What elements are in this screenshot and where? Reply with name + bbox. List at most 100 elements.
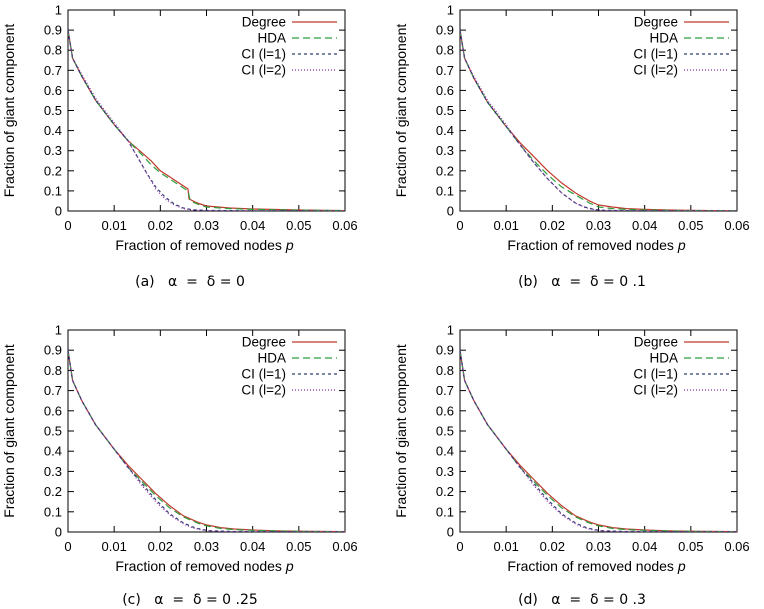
- x-tick-label: 0.03: [194, 539, 219, 554]
- y-tick-label: 0: [447, 525, 454, 540]
- panel-caption: (b) α = δ = 0 .1: [518, 274, 646, 290]
- y-axis-label: Fraction of giant component: [393, 344, 409, 518]
- x-axis-label: Fraction of removed nodes p: [507, 558, 685, 574]
- y-tick-label: 0: [55, 204, 62, 219]
- series-line-hda: [460, 350, 737, 532]
- legend-label-ci-l-2: CI (l=2): [633, 63, 678, 78]
- y-tick-label: 0.7: [44, 63, 62, 78]
- y-tick-label: 0.3: [44, 464, 62, 479]
- y-tick-label: 0.2: [44, 163, 62, 178]
- y-tick-label: 0.4: [44, 123, 62, 138]
- chart-panel-d: 0 0.1 0.2 0.3 0.4 0.5 0.6 0.7 0.8 0.9 1 0 0.01 0.02 0.…: [393, 323, 750, 609]
- series-line-ci-l-2: [460, 30, 737, 211]
- panel-caption: (a) α = δ = 0: [135, 274, 245, 290]
- x-tick-label: 0.04: [240, 218, 265, 233]
- series-line-ci-l-2: [460, 350, 737, 532]
- y-tick-label: 0.6: [44, 83, 62, 98]
- legend-label-hda: HDA: [649, 31, 678, 46]
- x-tick-label: 0.02: [540, 218, 565, 233]
- x-axis-label: Fraction of removed nodes p: [115, 237, 293, 253]
- x-tick-label: 0.03: [586, 539, 611, 554]
- series-line-ci-l-2: [68, 30, 345, 211]
- x-tick-label: 0.02: [540, 539, 565, 554]
- y-tick-label: 0.4: [436, 444, 454, 459]
- y-axis-label: Fraction of giant component: [1, 344, 17, 518]
- y-tick-label: 0.8: [44, 43, 62, 58]
- y-tick-label: 0.1: [44, 504, 62, 519]
- y-tick-label: 0.3: [436, 464, 454, 479]
- plot-frame: [67, 9, 346, 212]
- x-tick-label: 0.01: [102, 539, 127, 554]
- x-tick-label: 0.05: [286, 218, 311, 233]
- y-tick-label: 0.2: [44, 484, 62, 499]
- y-tick-label: 0.5: [436, 424, 454, 439]
- y-tick-label: 0.8: [436, 43, 454, 58]
- x-tick-label: 0.02: [148, 539, 173, 554]
- y-tick-label: 0.9: [436, 343, 454, 358]
- y-tick-label: 1: [447, 323, 454, 338]
- x-axis-label: Fraction of removed nodes p: [507, 237, 685, 253]
- y-tick-label: 0.9: [44, 23, 62, 38]
- plot-frame: [67, 329, 346, 533]
- legend-label-ci-l-1: CI (l=1): [241, 367, 286, 382]
- x-tick-label: 0.01: [102, 218, 127, 233]
- y-tick-label: 1: [55, 323, 62, 338]
- x-tick-label: 0.06: [332, 539, 357, 554]
- x-tick-label: 0.05: [678, 218, 703, 233]
- x-tick-label: 0.05: [286, 539, 311, 554]
- y-tick-label: 0.6: [436, 403, 454, 418]
- series-line-hda: [68, 30, 345, 211]
- x-tick-label: 0: [456, 218, 463, 233]
- y-tick-label: 0.2: [436, 484, 454, 499]
- y-tick-label: 0.5: [436, 103, 454, 118]
- y-tick-label: 0.7: [436, 63, 454, 78]
- y-tick-label: 0: [55, 525, 62, 540]
- y-tick-label: 0.9: [44, 343, 62, 358]
- y-tick-label: 0.3: [436, 143, 454, 158]
- chart-panel-a: 0 0.1 0.2 0.3 0.4 0.5 0.6 0.7 0.8 0.9 1 0 0.01 0.02 0.…: [1, 3, 358, 291]
- series-line-degree: [460, 350, 737, 532]
- y-tick-label: 0.8: [436, 363, 454, 378]
- x-tick-label: 0.04: [632, 218, 657, 233]
- x-tick-label: 0: [64, 539, 71, 554]
- legend-label-ci-l-1: CI (l=1): [633, 367, 678, 382]
- x-tick-label: 0: [456, 539, 463, 554]
- y-tick-label: 0.9: [436, 23, 454, 38]
- x-tick-label: 0.03: [194, 218, 219, 233]
- y-tick-label: 0.4: [436, 123, 454, 138]
- y-tick-label: 0.8: [44, 363, 62, 378]
- series-line-hda: [68, 350, 345, 532]
- legend-label-ci-l-2: CI (l=2): [633, 383, 678, 398]
- panel-caption: (c) α = δ = 0 .25: [122, 592, 258, 608]
- x-tick-label: 0.06: [332, 218, 357, 233]
- x-tick-label: 0.02: [148, 218, 173, 233]
- x-tick-label: 0.06: [724, 218, 749, 233]
- y-axis-label: Fraction of giant component: [393, 24, 409, 198]
- y-tick-label: 0.1: [436, 183, 454, 198]
- series-line-ci-l-1: [460, 350, 737, 532]
- x-tick-label: 0.03: [586, 218, 611, 233]
- x-tick-label: 0.01: [494, 539, 519, 554]
- panel-caption: (d) α = δ = 0 .3: [518, 592, 646, 608]
- series-line-ci-l-2: [68, 350, 345, 532]
- legend-label-degree: Degree: [634, 15, 678, 30]
- series-line-ci-l-1: [68, 350, 345, 532]
- plot-frame: [459, 9, 738, 212]
- y-tick-label: 0.4: [44, 444, 62, 459]
- y-tick-label: 0: [447, 204, 454, 219]
- y-tick-label: 0.7: [44, 383, 62, 398]
- x-tick-label: 0.01: [494, 218, 519, 233]
- x-tick-label: 0.04: [240, 539, 265, 554]
- legend-label-degree: Degree: [634, 335, 678, 350]
- y-tick-label: 1: [447, 3, 454, 18]
- plot-frame: [459, 329, 738, 533]
- series-line-degree: [68, 30, 345, 211]
- legend-label-hda: HDA: [649, 351, 678, 366]
- chart-panel-c: 0 0.1 0.2 0.3 0.4 0.5 0.6 0.7 0.8 0.9 1 0 0.01 0.02 0.…: [1, 323, 358, 609]
- y-axis-label: Fraction of giant component: [1, 24, 17, 198]
- y-tick-label: 0.1: [436, 504, 454, 519]
- legend-label-hda: HDA: [257, 31, 286, 46]
